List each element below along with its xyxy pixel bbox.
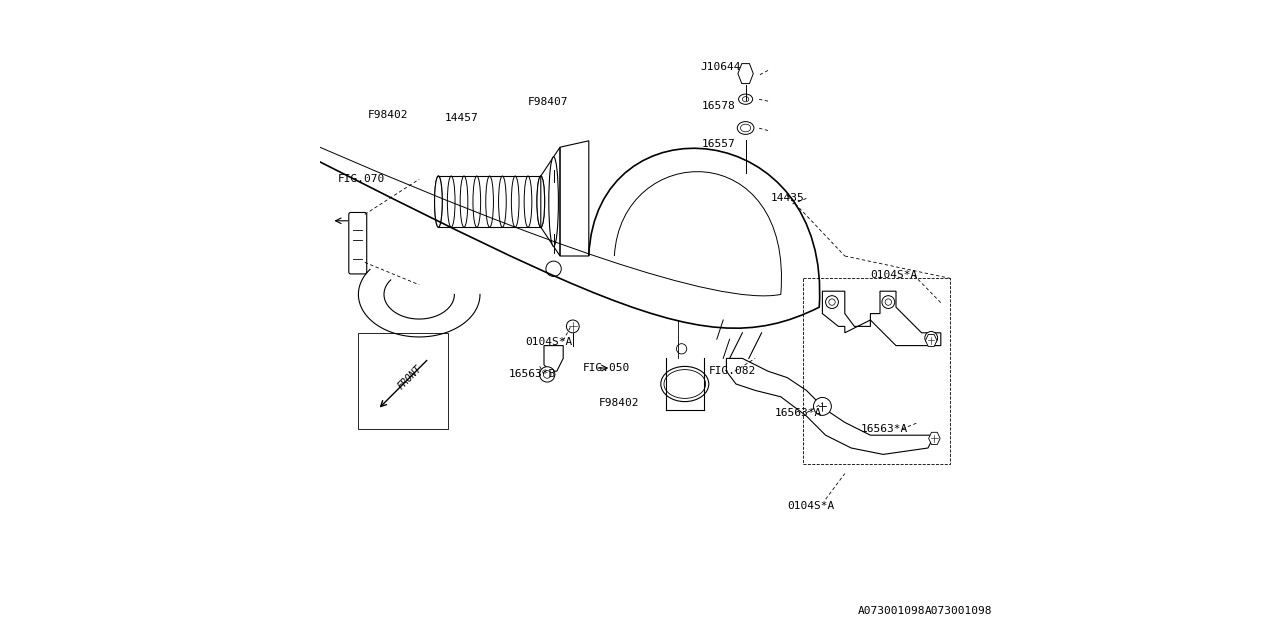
Ellipse shape	[737, 122, 754, 134]
Text: FIG.050: FIG.050	[582, 363, 630, 373]
Ellipse shape	[538, 176, 545, 227]
Text: 16563*A: 16563*A	[860, 424, 908, 434]
Text: 14457: 14457	[445, 113, 479, 124]
Circle shape	[566, 320, 579, 333]
Polygon shape	[739, 63, 753, 84]
Text: 16563*B: 16563*B	[508, 369, 556, 380]
Circle shape	[826, 296, 838, 308]
Text: FRONT: FRONT	[396, 364, 424, 392]
Text: 16557: 16557	[701, 139, 736, 149]
Text: A073001098: A073001098	[858, 606, 924, 616]
Text: 14435: 14435	[771, 193, 805, 204]
Text: 0104S*A: 0104S*A	[870, 270, 918, 280]
Text: 16578: 16578	[701, 100, 736, 111]
Text: FIG.070: FIG.070	[338, 174, 385, 184]
Text: 0104S*A: 0104S*A	[787, 500, 835, 511]
Circle shape	[814, 397, 832, 415]
Text: J10644: J10644	[701, 62, 741, 72]
Text: 0104S*A: 0104S*A	[525, 337, 572, 348]
Ellipse shape	[739, 94, 753, 104]
Text: FIG.082: FIG.082	[709, 366, 756, 376]
Text: F98402: F98402	[599, 398, 639, 408]
Text: F98402: F98402	[369, 110, 408, 120]
Text: F98407: F98407	[529, 97, 568, 108]
Polygon shape	[925, 334, 937, 347]
Circle shape	[540, 367, 556, 382]
Circle shape	[882, 296, 895, 308]
Text: A073001098: A073001098	[924, 606, 992, 616]
Ellipse shape	[549, 157, 558, 246]
Text: 16563*A: 16563*A	[774, 408, 822, 418]
Polygon shape	[929, 432, 940, 445]
Ellipse shape	[660, 366, 709, 402]
Circle shape	[924, 332, 937, 344]
Polygon shape	[817, 400, 828, 413]
Ellipse shape	[435, 176, 443, 227]
